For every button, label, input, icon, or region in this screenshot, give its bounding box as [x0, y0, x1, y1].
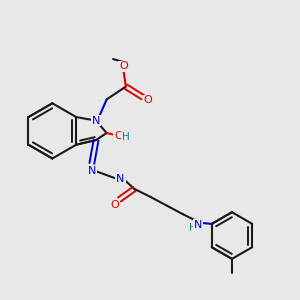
Text: H: H: [122, 132, 130, 142]
Text: N: N: [92, 116, 100, 126]
Text: N: N: [116, 174, 125, 184]
Text: O: O: [114, 131, 123, 141]
Text: N: N: [194, 220, 202, 230]
Text: O: O: [111, 200, 120, 210]
Text: N: N: [88, 166, 96, 176]
Text: H: H: [189, 223, 196, 233]
Text: O: O: [119, 61, 128, 71]
Text: O: O: [144, 95, 152, 105]
